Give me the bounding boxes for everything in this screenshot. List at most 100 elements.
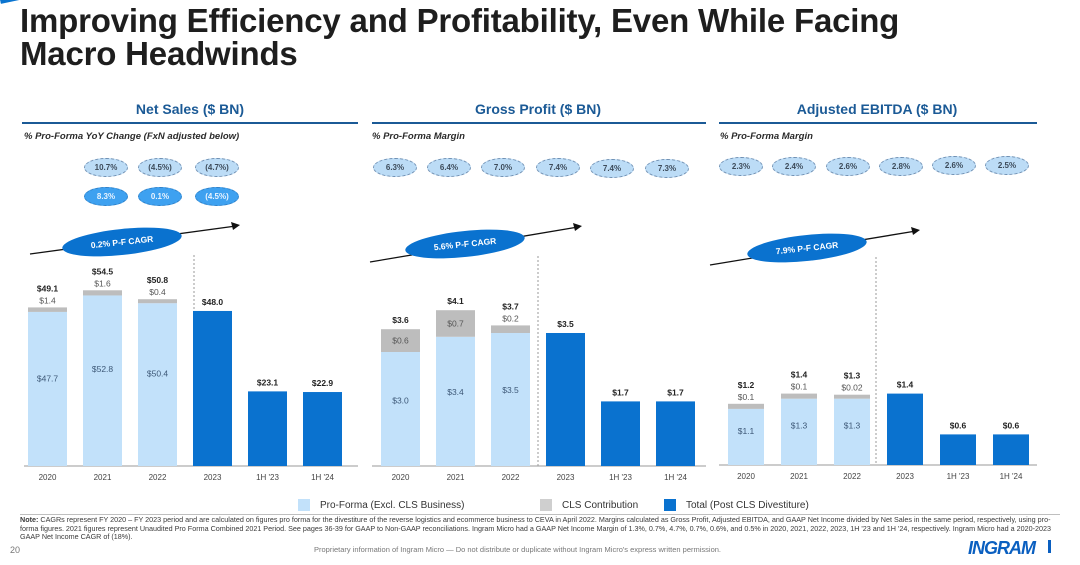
net-sales-total-label: $49.1 (37, 283, 59, 293)
gross-profit-margin-pill: 7.3% (645, 159, 689, 178)
ebitda-pro-forma-label: $1.1 (738, 426, 755, 436)
legend-item-total: Total (Post CLS Divestiture) (664, 499, 809, 511)
gross-profit-bar-pro-forma (491, 333, 530, 466)
net-sales-bar-pro-forma (83, 295, 122, 466)
ebitda-bar-total (940, 434, 976, 465)
net-sales-yoy-pill: (4.5%) (138, 158, 182, 177)
net-sales-x-tick-label: 2023 (204, 473, 222, 482)
gross-profit-bar-pro-forma (381, 352, 420, 466)
gross-profit-cls-label: $0.7 (447, 319, 464, 329)
net-sales-yoy-pill: 10.7% (84, 158, 128, 177)
legend-swatch-pro-forma (298, 499, 310, 511)
gross-profit-pro-forma-label: $3.0 (392, 395, 409, 405)
gross-profit-bar-total (601, 401, 640, 466)
page-title-line-2: Macro Headwinds (20, 35, 298, 72)
logo-tag (1048, 540, 1051, 553)
footnote: Note: CAGRs represent FY 2020 – FY 2023 … (20, 515, 1060, 542)
gross-profit-bar-pro-forma (436, 336, 475, 466)
net-sales-total-label: $23.1 (257, 377, 279, 387)
ebitda-margin-pill: 2.6% (826, 157, 870, 176)
ebitda-total-label: $1.3 (844, 371, 861, 381)
net-sales-pro-forma-label: $47.7 (37, 373, 59, 383)
net-sales-total-label: $54.5 (92, 266, 114, 276)
net-sales-x-tick-label: 2022 (149, 473, 167, 482)
ebitda-bar-pro-forma (834, 398, 870, 465)
legend-item-cls: CLS Contribution (540, 499, 638, 511)
gross-profit-pro-forma-label: $3.4 (447, 387, 464, 397)
gross-profit-x-tick-label: 1H '23 (609, 473, 632, 482)
note-label: Note: (20, 515, 39, 524)
net-sales-x-tick-label: 2020 (39, 473, 57, 482)
ingram-logo: INGRAM (968, 538, 1036, 558)
ebitda-margin-pill: 2.8% (879, 157, 923, 176)
confidentiality-footer: Proprietary information of Ingram Micro … (314, 545, 722, 554)
gross-profit-title: Gross Profit ($ BN) (474, 101, 601, 117)
gross-profit-total-label: $4.1 (447, 296, 464, 306)
gross-profit-bar-cls (436, 310, 475, 337)
ebitda-x-tick-label: 2020 (737, 472, 755, 481)
ebitda-margin-pill: 2.4% (772, 157, 816, 176)
ebitda-bar-total (887, 393, 923, 465)
page-title: Improving Efficiency and Profitability, … (20, 4, 899, 70)
net-sales-title: Net Sales ($ BN) (135, 101, 245, 117)
ebitda-bar-cls (728, 403, 764, 409)
net-sales-fxn-pill: 0.1% (138, 187, 182, 206)
ebitda-subtitle: % Pro-Forma Margin (720, 131, 813, 142)
ebitda-total-label: $1.4 (791, 370, 808, 380)
page-number: 20 (10, 545, 21, 555)
net-sales-bar-pro-forma (138, 303, 177, 466)
ebitda-bar-pro-forma (728, 408, 764, 465)
gross-profit-x-tick-label: 2023 (557, 473, 575, 482)
gross-profit-subtitle: % Pro-Forma Margin (372, 131, 465, 142)
ebitda-x-tick-label: 1H '24 (1000, 472, 1023, 481)
ebitda-pro-forma-label: $1.3 (791, 421, 808, 431)
gross-profit-cagr-arrow-head (573, 223, 582, 231)
gross-profit-margin-pill: 7.4% (590, 159, 634, 178)
ebitda-bar-cls (834, 394, 870, 399)
net-sales-total-label: $50.8 (147, 275, 169, 285)
ebitda-total-label: $1.4 (897, 380, 914, 390)
net-sales-bar-pro-forma (28, 311, 67, 466)
ebitda-margin-pill: 2.3% (719, 157, 763, 176)
gross-profit-x-tick-label: 2022 (502, 473, 520, 482)
net-sales-cagr-arrow-head (231, 222, 240, 230)
ebitda-cls-label: $0.02 (841, 383, 863, 393)
net-sales-cls-label: $0.4 (149, 287, 166, 297)
ebitda-cls-label: $0.1 (791, 382, 808, 392)
net-sales-rule (22, 122, 358, 124)
net-sales-subtitle: % Pro-Forma YoY Change (FxN adjusted bel… (24, 131, 240, 142)
gross-profit-margin-pill: 6.4% (427, 158, 471, 177)
net-sales-bar-total (193, 310, 232, 466)
gross-profit-bar-cls (381, 329, 420, 352)
legend-label: Pro-Forma (Excl. CLS Business) (320, 499, 465, 511)
gross-profit-cls-label: $0.6 (392, 336, 409, 346)
ebitda-bar-total (993, 434, 1029, 465)
net-sales-yoy-pill: (4.7%) (195, 158, 239, 177)
gross-profit-x-tick-label: 1H '24 (664, 473, 687, 482)
gross-profit-margin-pill: 6.3% (373, 158, 417, 177)
net-sales-cls-label: $1.4 (39, 295, 56, 305)
gross-profit-total-label: $1.7 (612, 387, 629, 397)
ebitda-bar-cls (781, 393, 817, 399)
legend-swatch-total (664, 499, 676, 511)
ebitda-margin-pill: 2.6% (932, 156, 976, 175)
ebitda-pro-forma-label: $1.3 (844, 421, 861, 431)
gross-profit-total-label: $3.7 (502, 301, 519, 311)
ebitda-cls-label: $0.1 (738, 392, 755, 402)
net-sales-fxn-pill: 8.3% (84, 187, 128, 206)
ebitda-rule (719, 122, 1037, 124)
net-sales-bar-cls (28, 307, 67, 312)
page-title-line-1: Improving Efficiency and Profitability, … (20, 2, 900, 39)
ebitda-x-tick-label: 1H '23 (947, 472, 970, 481)
net-sales-x-tick-label: 1H '23 (256, 473, 279, 482)
gross-profit-total-label: $1.7 (667, 387, 684, 397)
gross-profit-bar-total (656, 401, 695, 466)
gross-profit-total-label: $3.5 (557, 319, 574, 329)
gross-profit-x-tick-label: 2020 (392, 473, 410, 482)
ebitda-bar-pro-forma (781, 398, 817, 465)
note-text: CAGRs represent FY 2020 – FY 2023 period… (20, 515, 1052, 542)
gross-profit-bar-cls (491, 325, 530, 333)
legend-item-pro-forma: Pro-Forma (Excl. CLS Business) (298, 499, 464, 511)
ebitda-x-tick-label: 2023 (896, 472, 914, 481)
gross-profit-margin-pill: 7.0% (481, 158, 525, 177)
